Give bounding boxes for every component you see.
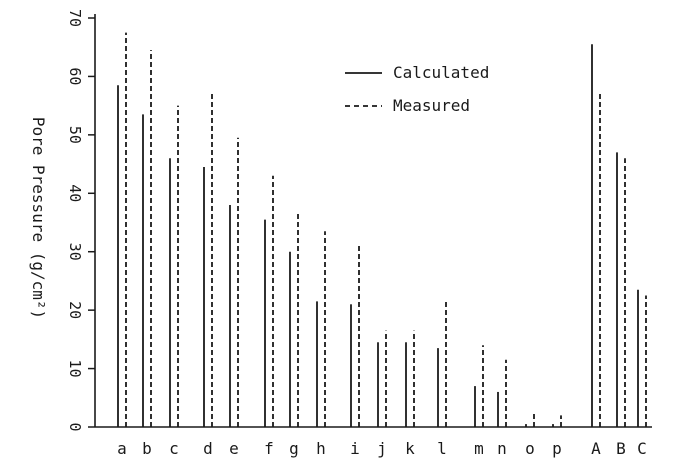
category-label-m: m — [474, 439, 484, 458]
legend-calculated-label: Calculated — [393, 63, 489, 82]
axes — [94, 14, 652, 428]
category-label-k: k — [405, 439, 415, 458]
y-tick-label: 10 — [66, 360, 84, 378]
y-tick-label: 0 — [66, 422, 84, 431]
category-label-i: i — [350, 439, 360, 458]
category-label-c: c — [169, 439, 179, 458]
category-label-B: B — [616, 439, 626, 458]
category-label-g: g — [289, 439, 299, 458]
category-label-o: o — [525, 439, 535, 458]
y-tick-label: 30 — [66, 243, 84, 261]
category-label-e: e — [229, 439, 239, 458]
y-tick-label: 40 — [66, 184, 84, 202]
category-label-h: h — [316, 439, 326, 458]
bars — [117, 32, 647, 427]
category-label-f: f — [264, 439, 274, 458]
category-label-l: l — [437, 439, 447, 458]
category-label-A: A — [591, 439, 601, 458]
category-label-d: d — [203, 439, 213, 458]
y-tick-label: 50 — [66, 126, 84, 144]
legend-measured-label: Measured — [393, 96, 470, 115]
category-label-b: b — [142, 439, 152, 458]
category-label-a: a — [117, 439, 127, 458]
category-label-C: C — [637, 439, 647, 458]
y-axis-label: Pore Pressure (g/cm²) — [29, 117, 48, 319]
legend: Calculated Measured — [345, 63, 489, 115]
y-tick-label: 20 — [66, 301, 84, 319]
category-label-n: n — [497, 439, 507, 458]
category-label-j: j — [377, 439, 387, 458]
y-tick-label: 60 — [66, 67, 84, 85]
y-ticks: 0 10 20 30 40 50 60 70 — [66, 9, 95, 432]
y-tick-label: 70 — [66, 9, 84, 27]
category-label-p: p — [552, 439, 562, 458]
